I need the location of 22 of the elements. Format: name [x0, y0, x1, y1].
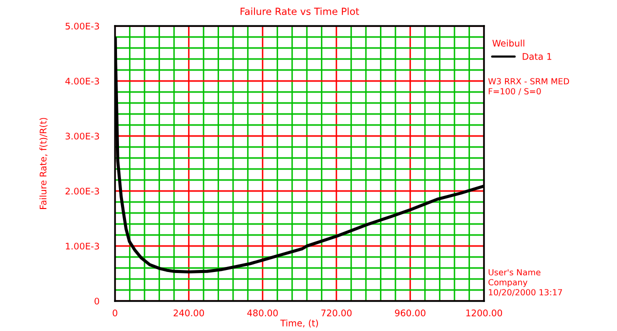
- chart-title: Failure Rate vs Time Plot: [240, 8, 360, 16]
- x-tick-label: 0: [112, 309, 118, 316]
- text: Company: [488, 279, 528, 288]
- y-tick-label: 1.00E-3: [66, 242, 99, 250]
- x-tick-label: 720.00: [321, 309, 352, 316]
- legend-title: Weibull: [492, 40, 524, 47]
- x-tick-label: 960.00: [394, 309, 426, 316]
- y-tick-label: 5.00E-3: [66, 22, 99, 30]
- y-tick-label: 0: [94, 298, 100, 305]
- x-axis-title: Time, (t): [280, 319, 318, 328]
- text: W3 RRX - SRM MED: [488, 78, 570, 84]
- x-tick-label: 480.00: [247, 309, 278, 316]
- y-axis-title: Failure Rate, f(t)/R(t): [40, 118, 48, 209]
- y-tick-label: 3.00E-3: [66, 132, 99, 140]
- y-tick-label: 4.00E-3: [65, 78, 99, 85]
- legend-label: Data 1: [522, 53, 552, 60]
- text: User's Name: [488, 269, 540, 276]
- x-tick-label: 240.00: [174, 309, 204, 316]
- text: 10/20/2000 13:17: [488, 289, 562, 296]
- y-tick-label: 2.00E-3: [66, 188, 99, 195]
- x-tick-label: 1200.00: [466, 309, 502, 316]
- text: F=100 / S=0: [488, 88, 541, 96]
